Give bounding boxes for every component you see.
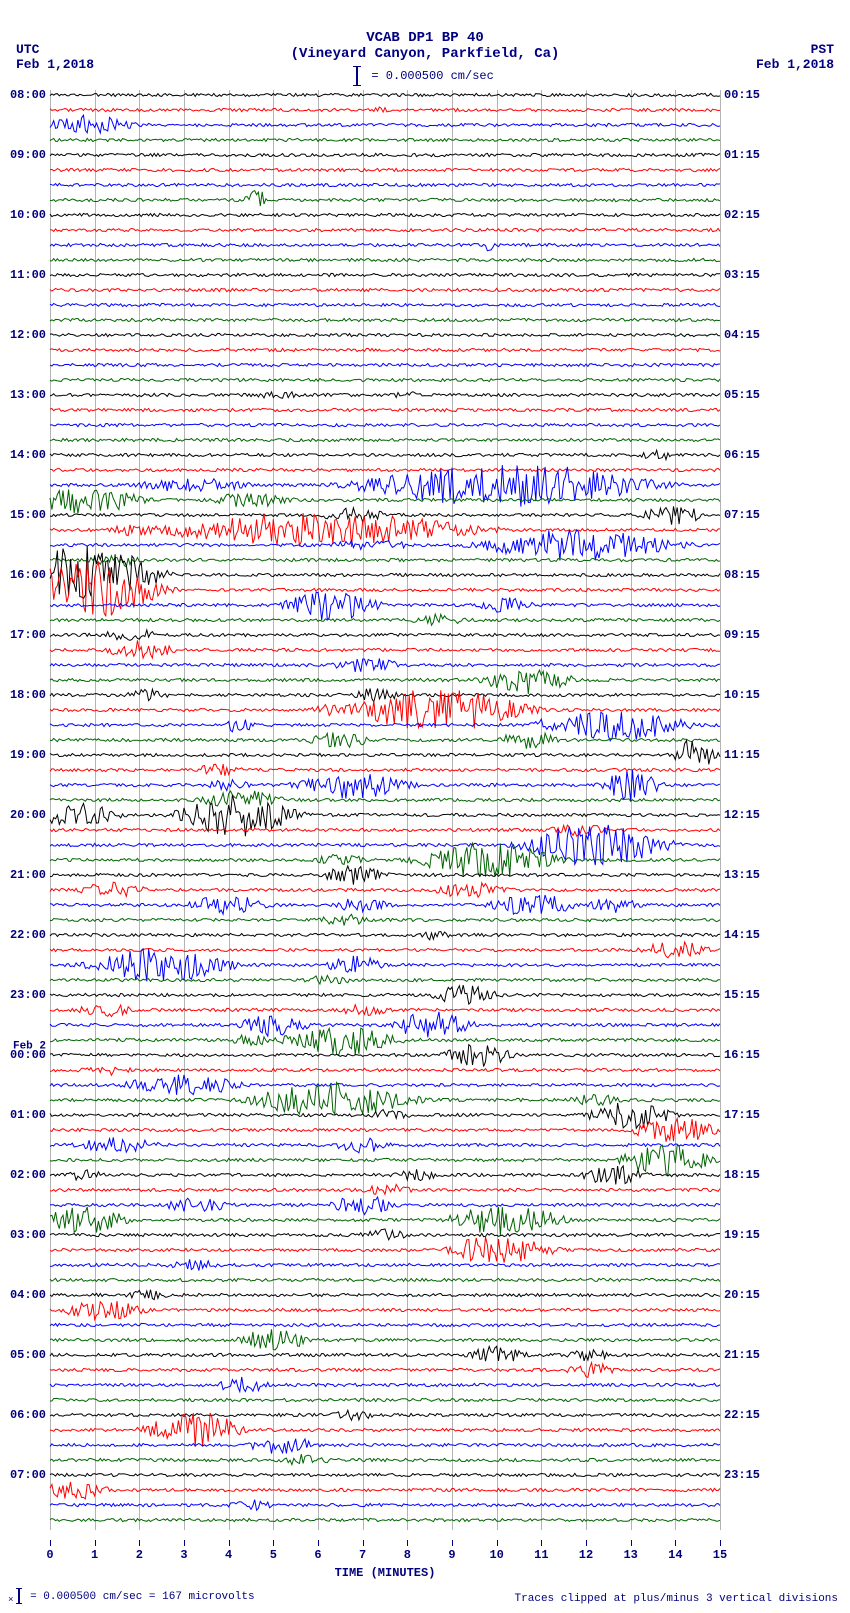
x-tick [50,1540,51,1546]
pst-time-label: 20:15 [724,1288,760,1302]
x-tick [363,1540,364,1546]
utc-time-label: 06:00 [10,1408,46,1422]
x-tick-label: 11 [534,1548,548,1562]
pst-time-label: 01:15 [724,148,760,162]
footer-right: Traces clipped at plus/minus 3 vertical … [515,1593,838,1605]
pst-time-label: 18:15 [724,1168,760,1182]
title-line1: VCAB DP1 BP 40 [0,30,850,46]
x-tick-label: 9 [448,1548,455,1562]
pst-time-label: 09:15 [724,628,760,642]
x-tick-label: 13 [623,1548,637,1562]
seismogram-plot: 08:0009:0010:0011:0012:0013:0014:0015:00… [50,90,720,1530]
utc-time-label: 01:00 [10,1108,46,1122]
tz-right-date: Feb 1,2018 [756,57,834,72]
pst-time-label: 14:15 [724,928,760,942]
pst-time-label: 21:15 [724,1348,760,1362]
utc-time-label: 14:00 [10,448,46,462]
pst-time-label: 12:15 [724,808,760,822]
x-tick-label: 12 [579,1548,593,1562]
utc-time-label: 02:00 [10,1168,46,1182]
x-axis-title: TIME (MINUTES) [50,1566,720,1580]
utc-time-label: 19:00 [10,748,46,762]
trace-row [50,1520,720,1521]
pst-time-label: 15:15 [724,988,760,1002]
pst-time-label: 19:15 [724,1228,760,1242]
x-tick [95,1540,96,1546]
x-tick [229,1540,230,1546]
pst-time-label: 00:15 [724,88,760,102]
timezone-right: PST Feb 1,2018 [756,42,834,72]
x-tick-label: 7 [359,1548,366,1562]
utc-time-label: 15:00 [10,508,46,522]
x-tick [139,1540,140,1546]
pst-time-label: 08:15 [724,568,760,582]
tz-right-label: PST [756,42,834,57]
utc-time-label: 09:00 [10,148,46,162]
x-tick [631,1540,632,1546]
footer-left: × = 0.000500 cm/sec = 167 microvolts [8,1588,255,1605]
pst-time-label: 23:15 [724,1468,760,1482]
x-tick [720,1540,721,1546]
pst-time-label: 17:15 [724,1108,760,1122]
pst-time-label: 16:15 [724,1048,760,1062]
x-tick [407,1540,408,1546]
utc-time-label: 18:00 [10,688,46,702]
x-tick-label: 6 [314,1548,321,1562]
pst-time-label: 07:15 [724,508,760,522]
x-tick [318,1540,319,1546]
utc-time-label: 21:00 [10,868,46,882]
x-tick-label: 2 [136,1548,143,1562]
utc-time-label: 04:00 [10,1288,46,1302]
x-tick-label: 3 [180,1548,187,1562]
x-tick-label: 5 [270,1548,277,1562]
x-tick-label: 15 [713,1548,727,1562]
utc-time-label: 13:00 [10,388,46,402]
x-tick [184,1540,185,1546]
pst-time-label: 11:15 [724,748,760,762]
utc-time-label: 12:00 [10,328,46,342]
utc-time-label: 08:00 [10,88,46,102]
pst-time-label: 02:15 [724,208,760,222]
x-tick-label: 0 [46,1548,53,1562]
x-tick [541,1540,542,1546]
x-tick-label: 4 [225,1548,232,1562]
utc-time-label: 17:00 [10,628,46,642]
pst-time-label: 10:15 [724,688,760,702]
pst-time-label: 04:15 [724,328,760,342]
utc-time-label: 03:00 [10,1228,46,1242]
pst-time-label: 06:15 [724,448,760,462]
scale-bar-icon [18,1588,20,1604]
date-marker: Feb 2 [13,1041,46,1053]
pst-time-label: 03:15 [724,268,760,282]
utc-time-label: 20:00 [10,808,46,822]
utc-time-label: 11:00 [10,268,46,282]
gridline [720,90,721,1530]
utc-time-label: 05:00 [10,1348,46,1362]
footer-left-text: = 0.000500 cm/sec = 167 microvolts [30,1591,254,1603]
utc-time-label: 22:00 [10,928,46,942]
x-tick [497,1540,498,1546]
x-tick-label: 14 [668,1548,682,1562]
pst-time-label: 05:15 [724,388,760,402]
x-tick [586,1540,587,1546]
pst-time-label: 22:15 [724,1408,760,1422]
x-tick [675,1540,676,1546]
x-tick-label: 8 [404,1548,411,1562]
utc-time-label: 16:00 [10,568,46,582]
x-tick [452,1540,453,1546]
x-tick-label: 1 [91,1548,98,1562]
utc-time-label: 23:00 [10,988,46,1002]
utc-time-label: 07:00 [10,1468,46,1482]
utc-time-label: 10:00 [10,208,46,222]
pst-time-label: 13:15 [724,868,760,882]
x-tick [273,1540,274,1546]
x-tick-label: 10 [489,1548,503,1562]
